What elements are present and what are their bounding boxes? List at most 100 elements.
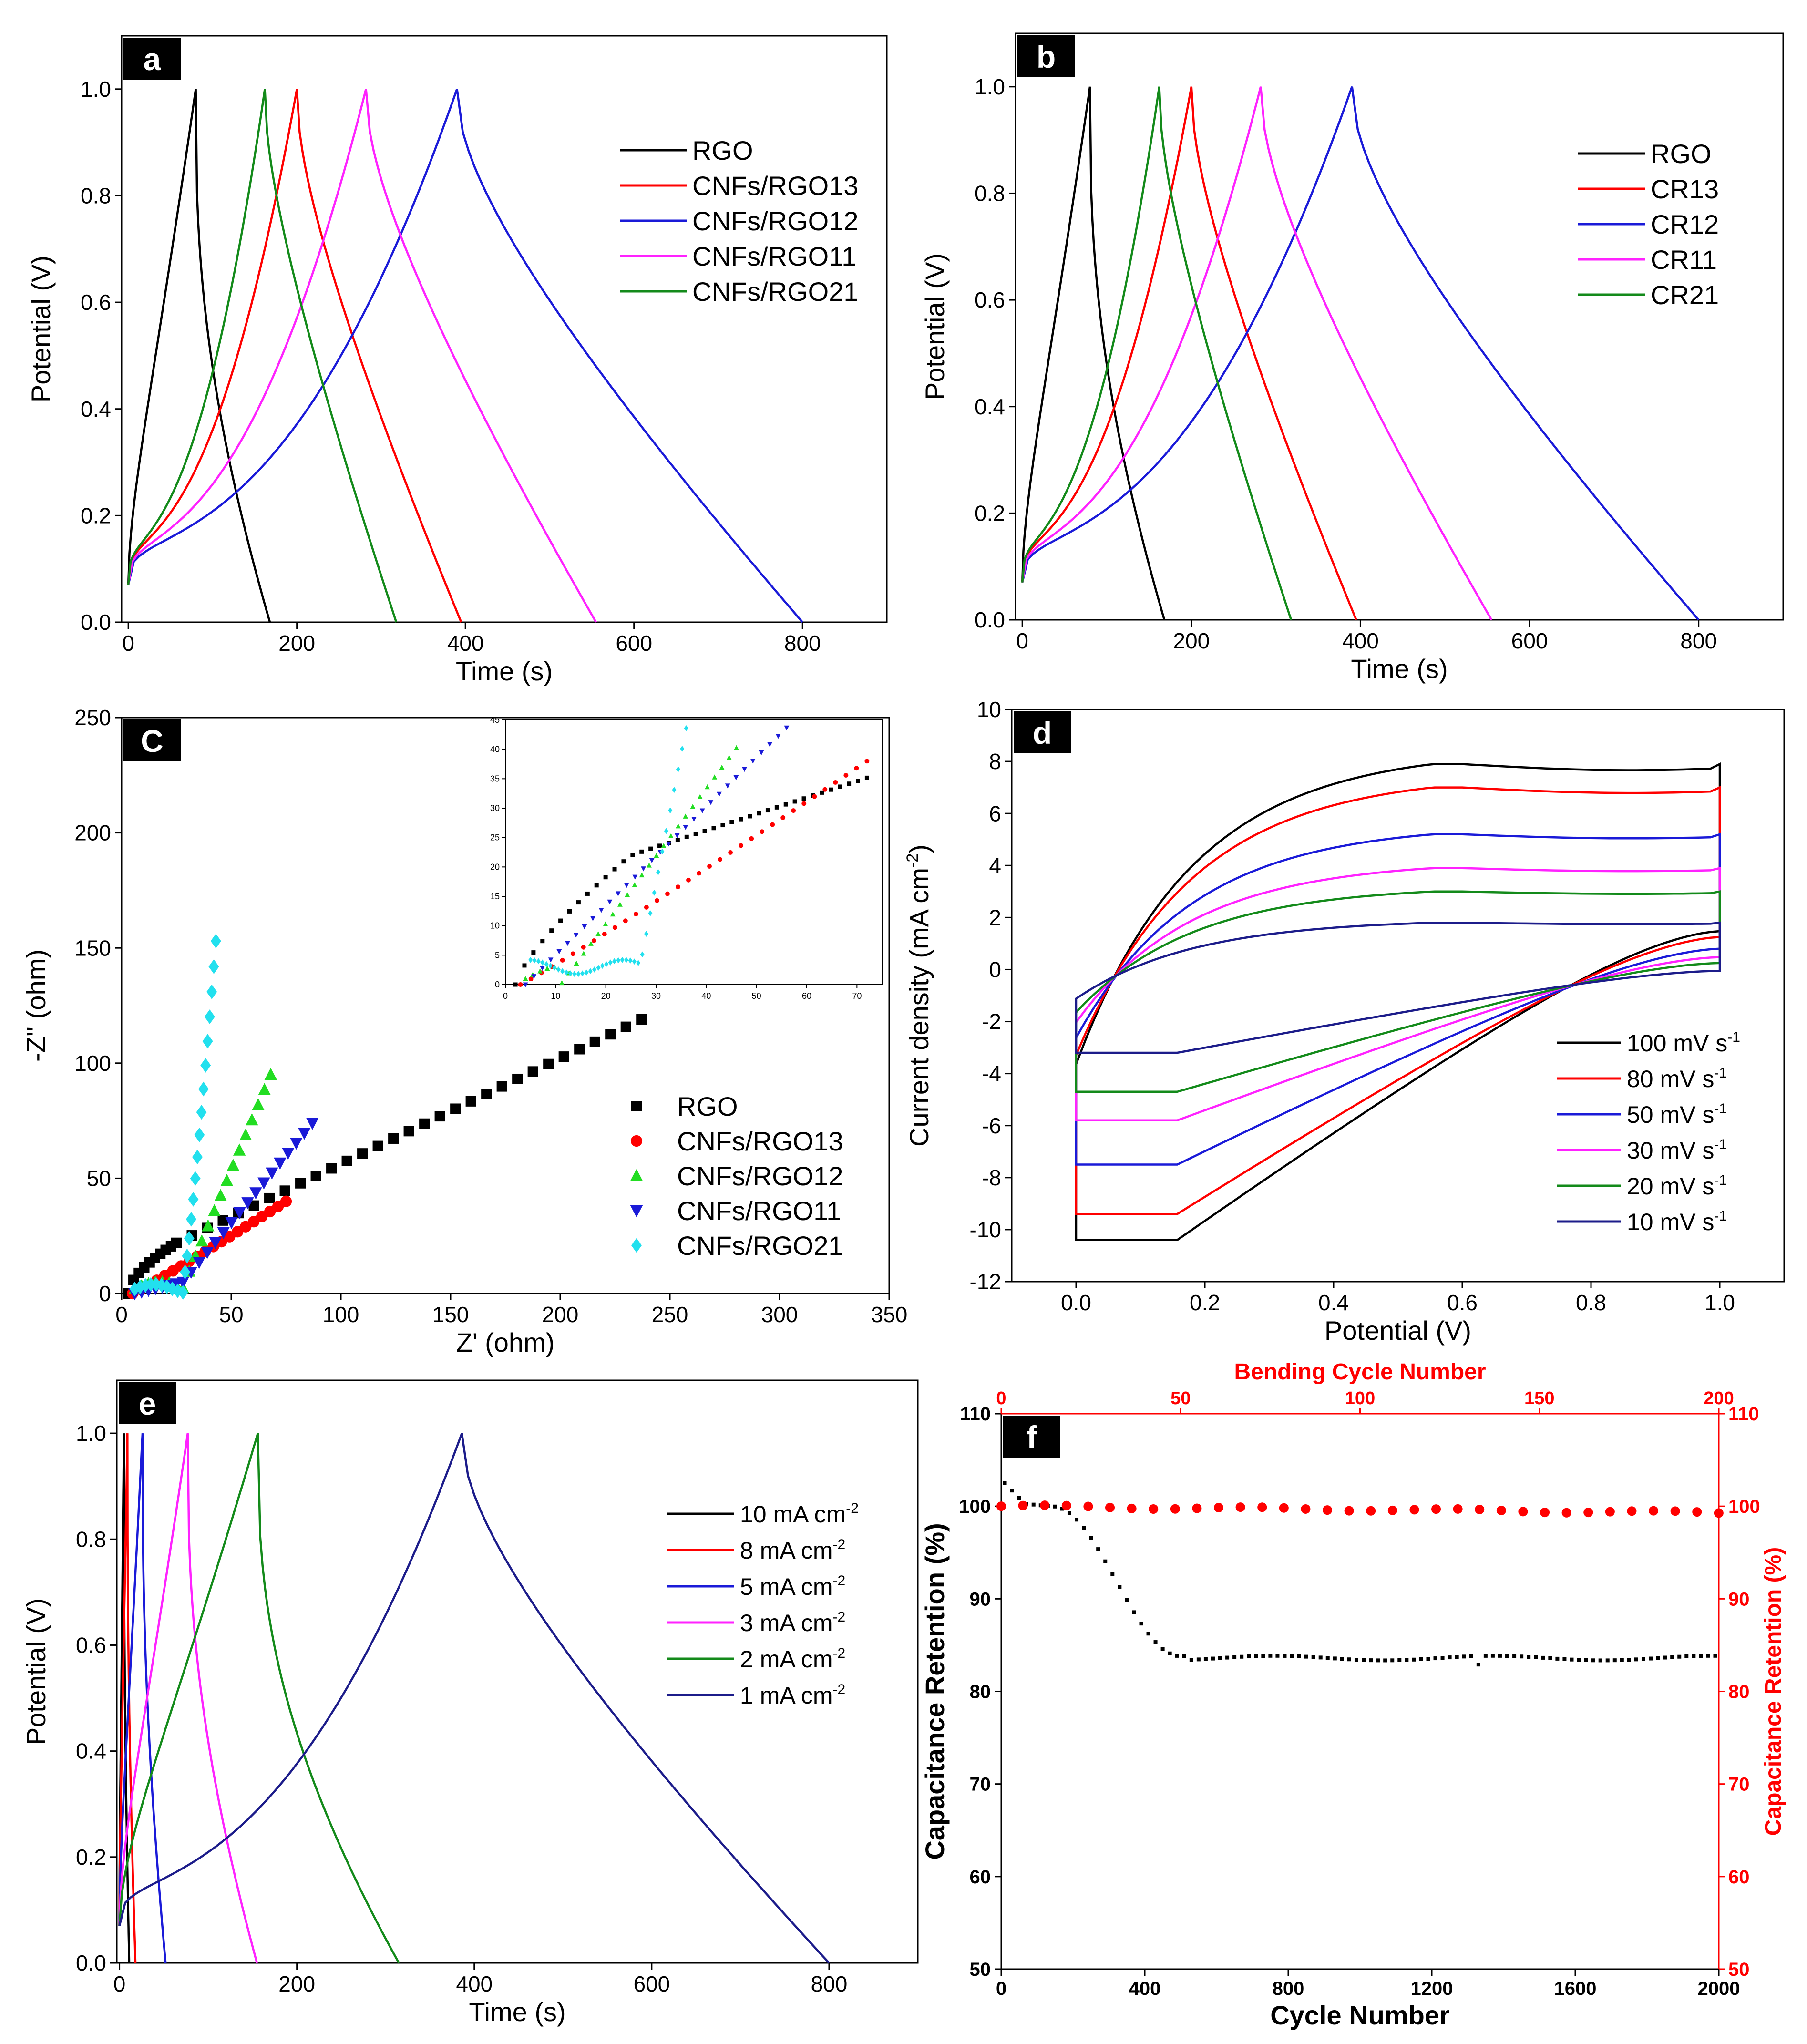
data-point [1670,1506,1680,1516]
data-point [570,951,575,956]
data-point [1235,1502,1245,1512]
y-tick-label: -12 [970,1269,1001,1294]
x-tick-label: 600 [616,631,652,656]
data-point [647,863,652,868]
x-tick-label: 200 [278,631,315,656]
data-point [1577,1658,1581,1662]
data-point [1383,1658,1387,1663]
data-point [201,1247,214,1259]
data-point [257,1177,270,1190]
data-point [565,941,570,946]
y-tick-label: 0.8 [76,1527,106,1551]
data-point [1620,1658,1624,1662]
data-point [603,921,608,926]
data-point [639,872,645,878]
data-point [585,891,590,896]
data-point [1641,1657,1645,1661]
data-point [1453,1504,1463,1514]
inset-x-tick-label: 60 [802,991,811,1001]
x-tick-label: 400 [1342,628,1379,653]
data-point [668,833,674,838]
data-point [306,1118,319,1130]
data-point [792,799,797,804]
x-tick-label: 600 [633,1972,670,1996]
data-point [616,957,621,964]
data-point [1182,1654,1186,1658]
data-point [540,966,545,971]
legend-label: CR21 [1651,280,1719,310]
legend-label: CR12 [1651,209,1719,239]
data-point [623,918,628,924]
data-point [1426,1657,1430,1661]
panel-f-chart: 0 400 800 1200 1600 20005060708090100110Cycle… [920,1359,1786,2030]
inset-y-tick-label: 20 [490,862,500,872]
legend-label: CNFs/RGO21 [677,1231,843,1261]
data-point [676,823,681,829]
series-line [127,89,398,623]
data-point [1476,1663,1480,1667]
data-point [750,759,756,764]
y-tick-label: 0.8 [81,184,111,208]
x-tick-label: 400 [447,631,484,656]
data-point [210,934,221,949]
data-point [248,1200,259,1211]
inset-y-tick-label: 10 [490,921,500,931]
data-point [1541,1655,1545,1660]
data-point [556,966,561,973]
data-point [214,1189,227,1201]
data-point [801,796,806,801]
data-point [1103,1559,1108,1563]
inset-x-tick-label: 0 [503,991,508,1001]
data-point [820,790,824,795]
inset-x-tick-label: 20 [601,991,611,1001]
data-point [531,974,537,979]
data-point [1562,1657,1567,1661]
y2-axis-label: Capacitance Retention (%) [1761,1547,1786,1836]
legend-label: 50 mV s-1 [1627,1101,1727,1128]
data-point [633,912,638,917]
panel-d-chart: 0.0 0.2 0.4 0.6 0.8 1.0 -12 -10 -8 -6 -4 -2 0 2 4 6 8 10 P… [904,697,1785,1346]
data-point [1297,1654,1301,1658]
data-point [202,1219,215,1232]
series-line [127,89,462,623]
data-point [1706,1654,1710,1658]
x-axis-label: Z' (ohm) [456,1327,555,1357]
data-point [274,1157,287,1170]
x-tick-label: 800 [784,631,821,656]
data-point [217,1227,230,1239]
data-point [523,976,528,981]
legend-label: RGO [677,1091,738,1121]
data-point [617,902,623,907]
data-point [208,959,219,974]
x-tick-label: 300 [761,1302,798,1327]
series-loop [1075,866,1721,1122]
data-point [204,1009,215,1024]
data-point [665,891,670,896]
data-point [172,1283,183,1298]
data-point [1089,1536,1093,1540]
data-point [1483,1654,1488,1658]
data-point [1053,1504,1057,1509]
data-point [177,1285,188,1300]
data-point [1663,1655,1667,1660]
data-point [580,970,585,976]
legend-label: 100 mV s-1 [1627,1029,1740,1057]
data-point [739,817,743,822]
data-point [733,775,739,781]
data-point [1018,1500,1028,1510]
data-point [496,1081,507,1092]
y-tick-label: 0.4 [81,397,111,421]
data-point [1082,1526,1086,1530]
data-point [648,846,653,851]
y-tick-label: 6 [989,801,1001,826]
data-point [264,1068,277,1080]
data-point [1257,1502,1267,1512]
data-point [588,968,593,975]
y-tick-label: -4 [982,1061,1001,1086]
x-tick-label: 0 [996,1978,1006,1999]
panel-a-chart: 0 200 400 600 800 0.0 0.2 0.4 0.6 0.8 1.0 Time (s) P… [26,35,888,686]
data-point [403,1126,414,1137]
data-point [1656,1656,1660,1660]
data-point [512,1073,523,1084]
data-point [632,882,637,887]
